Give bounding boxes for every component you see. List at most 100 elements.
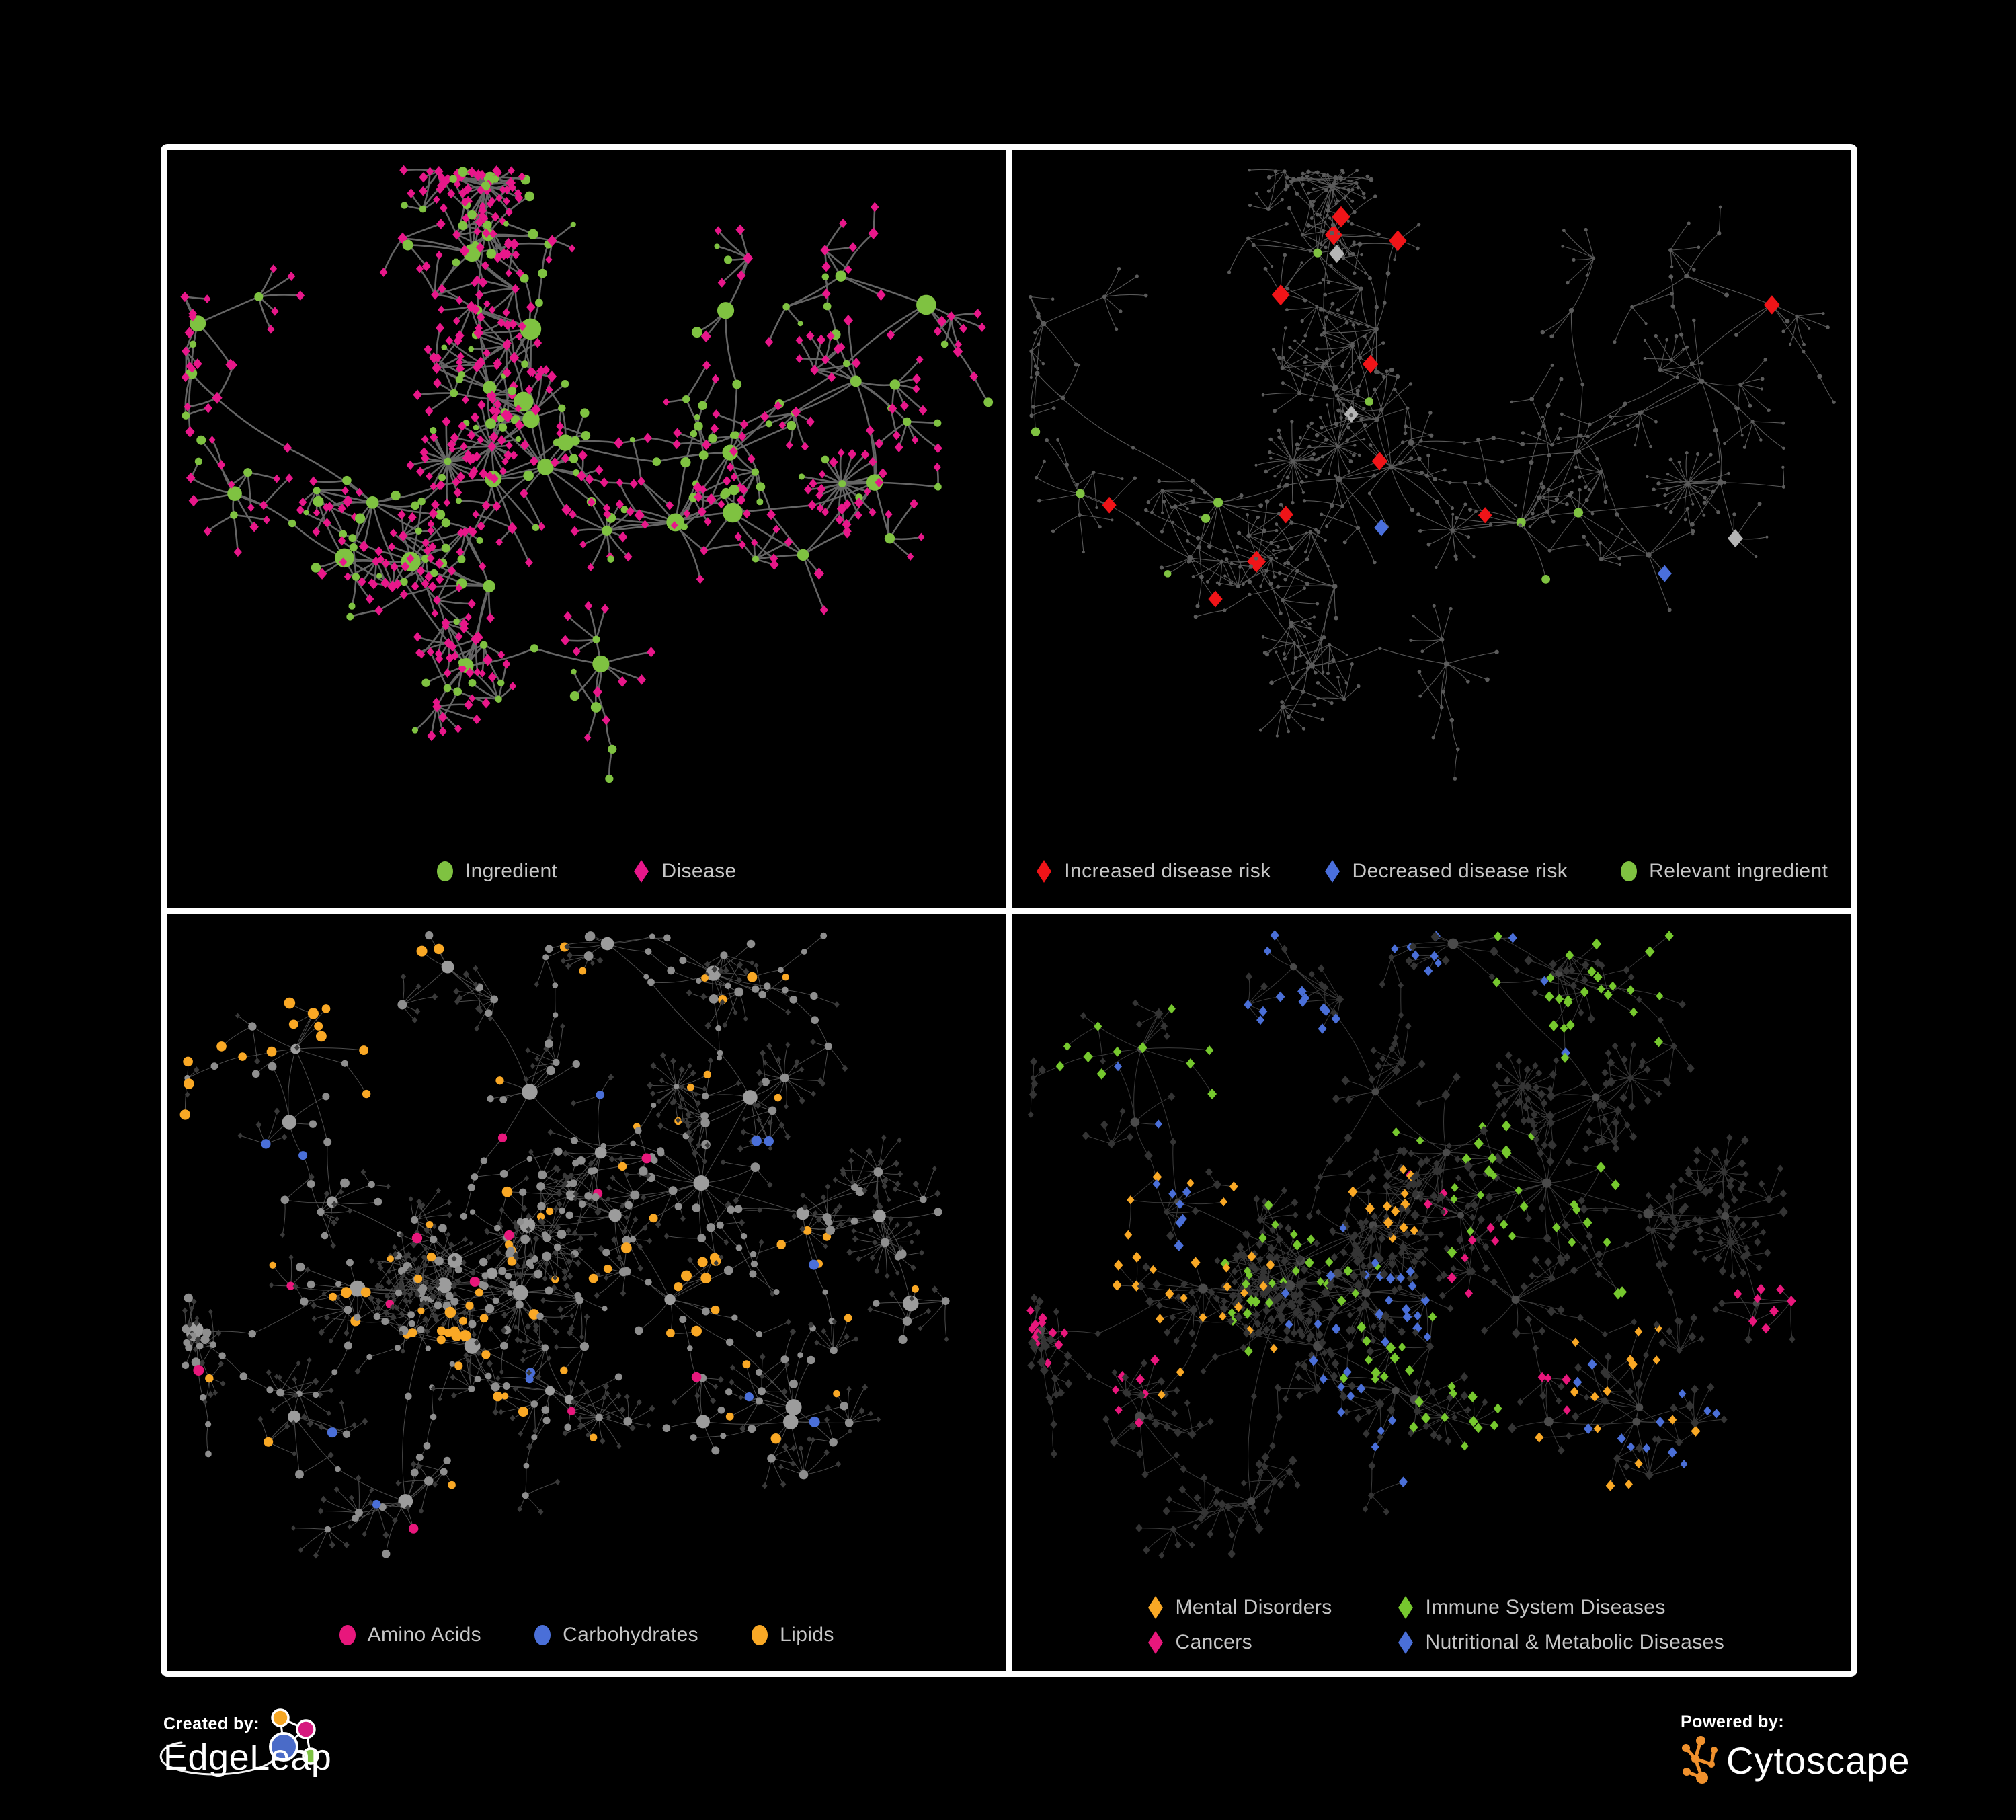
node xyxy=(399,589,408,600)
node xyxy=(517,1271,524,1278)
node xyxy=(473,327,484,340)
edge xyxy=(1035,461,1045,478)
node xyxy=(205,1450,212,1457)
node xyxy=(495,538,503,547)
edge xyxy=(1418,514,1453,531)
edge xyxy=(1330,265,1361,290)
panel-ingredient-disease: Ingredient Disease xyxy=(167,150,1006,908)
edge xyxy=(1522,442,1552,446)
node xyxy=(218,1351,226,1359)
node xyxy=(717,278,726,288)
node xyxy=(1332,175,1338,181)
node xyxy=(401,561,410,572)
edge xyxy=(1286,306,1317,311)
node xyxy=(635,1126,642,1134)
node xyxy=(773,1288,780,1295)
node xyxy=(426,472,433,481)
node xyxy=(1416,512,1420,516)
edge xyxy=(1752,421,1783,424)
node xyxy=(1781,446,1785,450)
node xyxy=(347,1524,352,1530)
node xyxy=(729,1363,735,1371)
node xyxy=(493,362,501,370)
node xyxy=(486,249,496,259)
node xyxy=(1305,424,1309,428)
node xyxy=(873,1192,879,1199)
node xyxy=(189,1305,194,1311)
node xyxy=(651,1102,657,1108)
node xyxy=(500,1326,507,1334)
node xyxy=(1277,428,1281,432)
node xyxy=(475,323,483,333)
node xyxy=(711,965,718,973)
edge xyxy=(1282,588,1305,601)
edge xyxy=(1301,177,1326,191)
node xyxy=(1419,471,1424,475)
node xyxy=(501,409,510,421)
node xyxy=(472,510,479,519)
node xyxy=(1311,187,1315,191)
node xyxy=(184,402,192,411)
edge xyxy=(598,1094,602,1152)
edge xyxy=(1542,310,1572,333)
node xyxy=(413,1274,423,1283)
node xyxy=(559,1207,566,1214)
node xyxy=(435,323,445,333)
edge xyxy=(1521,512,1578,523)
edge xyxy=(1381,409,1392,467)
node xyxy=(341,1060,349,1067)
node xyxy=(476,537,483,544)
node xyxy=(543,1045,549,1052)
node xyxy=(840,1169,847,1177)
node xyxy=(1825,325,1830,330)
node xyxy=(1357,384,1361,388)
edge xyxy=(1578,435,1597,459)
node xyxy=(1573,508,1583,518)
node xyxy=(461,1309,468,1316)
edge xyxy=(732,512,804,556)
edge xyxy=(624,1194,635,1232)
node xyxy=(528,1148,534,1155)
node xyxy=(1732,512,1736,516)
node xyxy=(481,1271,489,1279)
node xyxy=(498,1223,503,1229)
node xyxy=(602,1382,610,1390)
edge xyxy=(1631,306,1646,324)
node xyxy=(1536,495,1541,500)
node xyxy=(743,967,750,975)
node xyxy=(565,1189,573,1197)
node xyxy=(524,191,535,202)
node xyxy=(729,485,739,496)
node xyxy=(762,1482,768,1489)
node xyxy=(774,1093,782,1101)
node xyxy=(485,1253,492,1261)
node xyxy=(458,1316,467,1325)
node xyxy=(458,658,467,666)
node xyxy=(348,534,357,543)
node xyxy=(526,1212,532,1220)
edge xyxy=(1543,494,1570,498)
node xyxy=(1670,265,1673,268)
node xyxy=(849,1147,854,1154)
edge xyxy=(1387,244,1394,274)
node xyxy=(487,1015,493,1021)
node xyxy=(227,480,235,489)
edge xyxy=(780,951,805,970)
edge xyxy=(1324,328,1377,333)
node xyxy=(1363,423,1367,428)
node xyxy=(1560,412,1564,416)
edge xyxy=(1601,559,1620,565)
edge xyxy=(1104,294,1146,297)
node xyxy=(1347,252,1351,256)
node xyxy=(878,1203,883,1210)
node xyxy=(1274,522,1278,526)
edge xyxy=(723,1161,756,1168)
node xyxy=(616,1254,622,1261)
node xyxy=(1389,367,1394,372)
node xyxy=(748,1424,756,1433)
node xyxy=(396,1501,402,1508)
node xyxy=(433,1316,440,1323)
node xyxy=(1554,497,1559,502)
node xyxy=(419,205,427,213)
node xyxy=(1392,258,1396,262)
